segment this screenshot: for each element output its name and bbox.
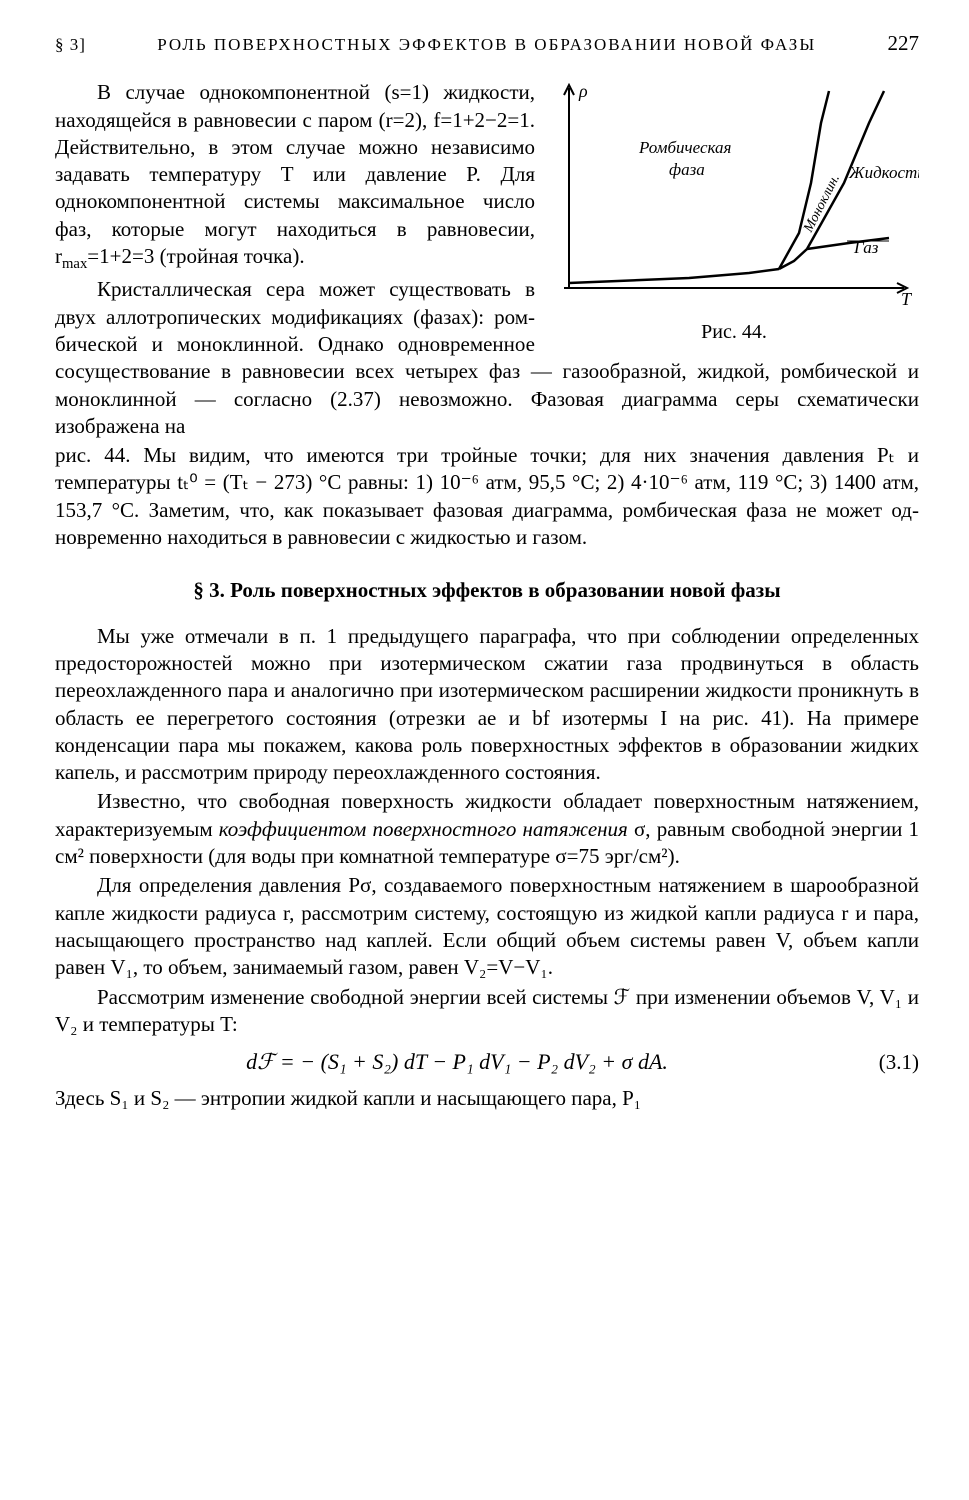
paragraph-4: Мы уже отмечали в п. 1 предыдущего параг… <box>55 623 919 787</box>
header-section: § 3] <box>55 34 86 56</box>
rmax-sub: max <box>62 256 87 272</box>
svg-text:T: T <box>901 289 913 309</box>
paragraph-5: Известно, что свободная поверхность жидк… <box>55 788 919 870</box>
paragraph-7: Рассмотрим изменение свободной энергии в… <box>55 984 919 1039</box>
equation-3-1: dℱ = − (S₁ + S₂) dT − P₁ dV₁ − P₂ dV₂ + … <box>55 1048 919 1077</box>
paragraph-8: Здесь S₁ и S₂ — энтропии жидкой капли и … <box>55 1085 919 1112</box>
section-3-title: § 3. Роль поверхностных эффектов в образ… <box>55 577 919 604</box>
para1-text-b: =1+2=3 (тройная точка). <box>87 244 304 268</box>
svg-text:Ромбическая: Ромбическая <box>638 138 732 157</box>
svg-text:фаза: фаза <box>669 160 705 179</box>
figure-44-svg: ρTРомбическаяфазаЖидкостьГазМоноклин. <box>549 83 919 313</box>
paragraph-3: рис. 44. Мы видим, что имеются три тройн… <box>55 442 919 551</box>
svg-text:ρ: ρ <box>578 83 588 101</box>
header-title: РОЛЬ ПОВЕРХНОСТНЫХ ЭФФЕКТОВ В ОБРАЗОВАНИ… <box>86 34 888 56</box>
equation-3-1-num: (3.1) <box>859 1049 919 1076</box>
equation-3-1-body: dℱ = − (S₁ + S₂) dT − P₁ dV₁ − P₂ dV₂ + … <box>55 1048 859 1077</box>
page-number: 227 <box>888 30 920 57</box>
paragraph-6: Для определения давления Pσ, создаваемог… <box>55 872 919 981</box>
para1-text-a: В случае однокомпонентной (s=1) жидкости… <box>55 80 535 268</box>
para5-term: коэффициентом поверхно­стного натяжения <box>219 817 628 841</box>
figure-44: ρTРомбическаяфазаЖидкостьГазМоноклин. Ри… <box>549 83 919 345</box>
svg-text:Жидкость: Жидкость <box>848 163 919 182</box>
figure-44-caption: Рис. 44. <box>549 319 919 345</box>
running-header: § 3] РОЛЬ ПОВЕРХНОСТНЫХ ЭФФЕКТОВ В ОБРАЗ… <box>55 30 919 57</box>
